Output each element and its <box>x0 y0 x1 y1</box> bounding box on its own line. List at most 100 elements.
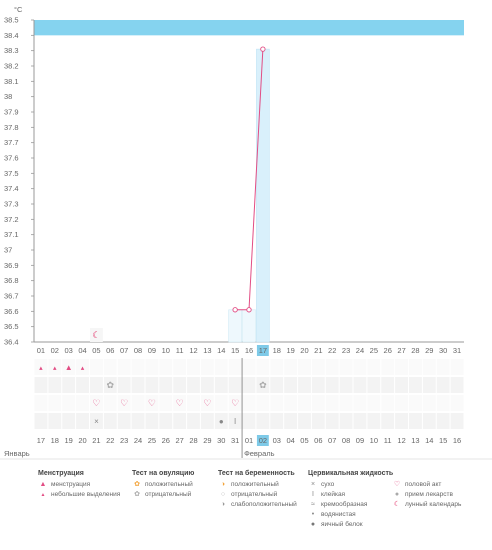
marker-cell <box>187 359 200 375</box>
legend-item: ✿ отрицательный <box>132 490 194 500</box>
cycle-day-label: 19 <box>286 346 294 355</box>
marker-cell <box>409 413 422 429</box>
date-label: 20 <box>78 436 86 445</box>
lunar-calendar-icon: ☾ <box>92 330 100 340</box>
marker-cell <box>284 413 298 429</box>
date-label: 21 <box>92 436 100 445</box>
marker-cell <box>298 413 311 429</box>
y-tick-label: 37.7 <box>4 138 19 147</box>
y-tick-label: 37.2 <box>4 215 19 224</box>
month-label: Февраль <box>244 449 275 458</box>
cycle-day-label: 02 <box>51 346 59 355</box>
legend-label: яичный белок <box>321 521 363 528</box>
legend: Менструация ▲ менструация ▲ небольшие вы… <box>0 470 492 550</box>
marker-cell <box>284 395 298 411</box>
marker-cell <box>34 395 48 411</box>
marker-cell <box>284 359 298 375</box>
marker-cell <box>450 413 464 429</box>
legend-label: слабоположительный <box>231 501 297 508</box>
date-label: 18 <box>51 436 59 445</box>
marker-cell <box>298 377 311 393</box>
pregnancy-weak-icon: ◑ <box>220 501 226 508</box>
marker-cell <box>131 413 145 429</box>
legend-ovulation-test: Тест на овуляцию ✿ положительный ✿ отриц… <box>132 470 194 500</box>
drop-small-icon: ▴ <box>39 365 43 372</box>
marker-cell <box>228 395 242 411</box>
marker-cell <box>256 377 270 393</box>
marker-cell <box>339 395 353 411</box>
marker-cell <box>145 377 159 393</box>
cycle-day-label: 14 <box>217 346 225 355</box>
drop-small-icon: ▴ <box>53 365 57 372</box>
date-label: 09 <box>356 436 364 445</box>
y-tick-label: 37.5 <box>4 169 19 178</box>
y-tick-label: 38.3 <box>4 46 19 55</box>
marker-cell <box>339 413 353 429</box>
date-label: 27 <box>175 436 183 445</box>
y-tick-label: 36.9 <box>4 261 19 270</box>
marker-cell <box>242 377 256 393</box>
date-label: 04 <box>286 436 294 445</box>
legend-label: клейкая <box>321 491 346 498</box>
marker-cell <box>367 377 381 393</box>
marker-cell <box>395 413 409 429</box>
legend-item: × сухо <box>308 480 393 490</box>
marker-cell <box>34 413 48 429</box>
marker-cell <box>34 359 48 375</box>
y-tick-label: 38.1 <box>4 77 19 86</box>
cycle-day-label: 24 <box>356 346 364 355</box>
marker-cell <box>353 413 367 429</box>
heart-icon: ♡ <box>120 398 128 408</box>
marker-cell <box>200 359 214 375</box>
marker-cell <box>145 359 159 375</box>
marker-cell <box>62 413 76 429</box>
legend-title: Менструация <box>38 470 84 477</box>
current-day-marker <box>256 345 269 356</box>
cycle-day-label: 21 <box>314 346 322 355</box>
marker-cell <box>325 413 339 429</box>
marker-cell <box>353 395 367 411</box>
marker-cell <box>270 395 284 411</box>
marker-cell <box>187 377 200 393</box>
cycle-day-label: 11 <box>176 346 184 355</box>
legend-label: сухо <box>321 481 335 488</box>
legend-item: ● прием лекарств <box>392 490 461 500</box>
marker-cell <box>117 395 131 411</box>
marker-cell <box>436 395 450 411</box>
marker-cell <box>173 395 187 411</box>
cycle-day-label: 30 <box>439 346 447 355</box>
marker-cell <box>298 395 311 411</box>
sticky-icon: I <box>234 417 236 426</box>
y-tick-label: 36.7 <box>4 292 19 301</box>
legend-item: ○ отрицательный <box>218 490 297 500</box>
cycle-day-label: 09 <box>148 346 156 355</box>
legend-item: ◑ слабоположительный <box>218 500 297 510</box>
cycle-day-label: 27 <box>397 346 405 355</box>
marker-cell <box>450 377 464 393</box>
marker-cell <box>409 377 422 393</box>
ovulation-positive-icon: ✿ <box>134 481 140 488</box>
cycle-day-label: 13 <box>203 346 211 355</box>
y-tick-label: 37.1 <box>4 230 19 239</box>
cycle-day-label: 22 <box>328 346 336 355</box>
marker-cell <box>284 377 298 393</box>
marker-cell <box>187 395 200 411</box>
heart-icon: ♡ <box>148 398 156 408</box>
legend-pregnancy-test: Тест на беременность ◑ положительный ○ о… <box>218 470 297 510</box>
marker-cell <box>89 377 103 393</box>
marker-cell <box>270 413 284 429</box>
marker-cell <box>145 395 159 411</box>
date-label: 11 <box>384 436 392 445</box>
unit-label: °C <box>14 5 23 14</box>
y-tick-label: 37.8 <box>4 123 19 132</box>
legend-label: отрицательный <box>231 491 278 498</box>
marker-cell <box>214 359 228 375</box>
marker-cell <box>89 359 103 375</box>
cycle-day-label: 04 <box>78 346 86 355</box>
cycle-day-label: 06 <box>106 346 114 355</box>
legend-label: положительный <box>145 481 193 488</box>
date-label: 16 <box>453 436 461 445</box>
cycle-day-label: 08 <box>134 346 142 355</box>
date-label: 23 <box>120 436 128 445</box>
date-label: 07 <box>328 436 336 445</box>
